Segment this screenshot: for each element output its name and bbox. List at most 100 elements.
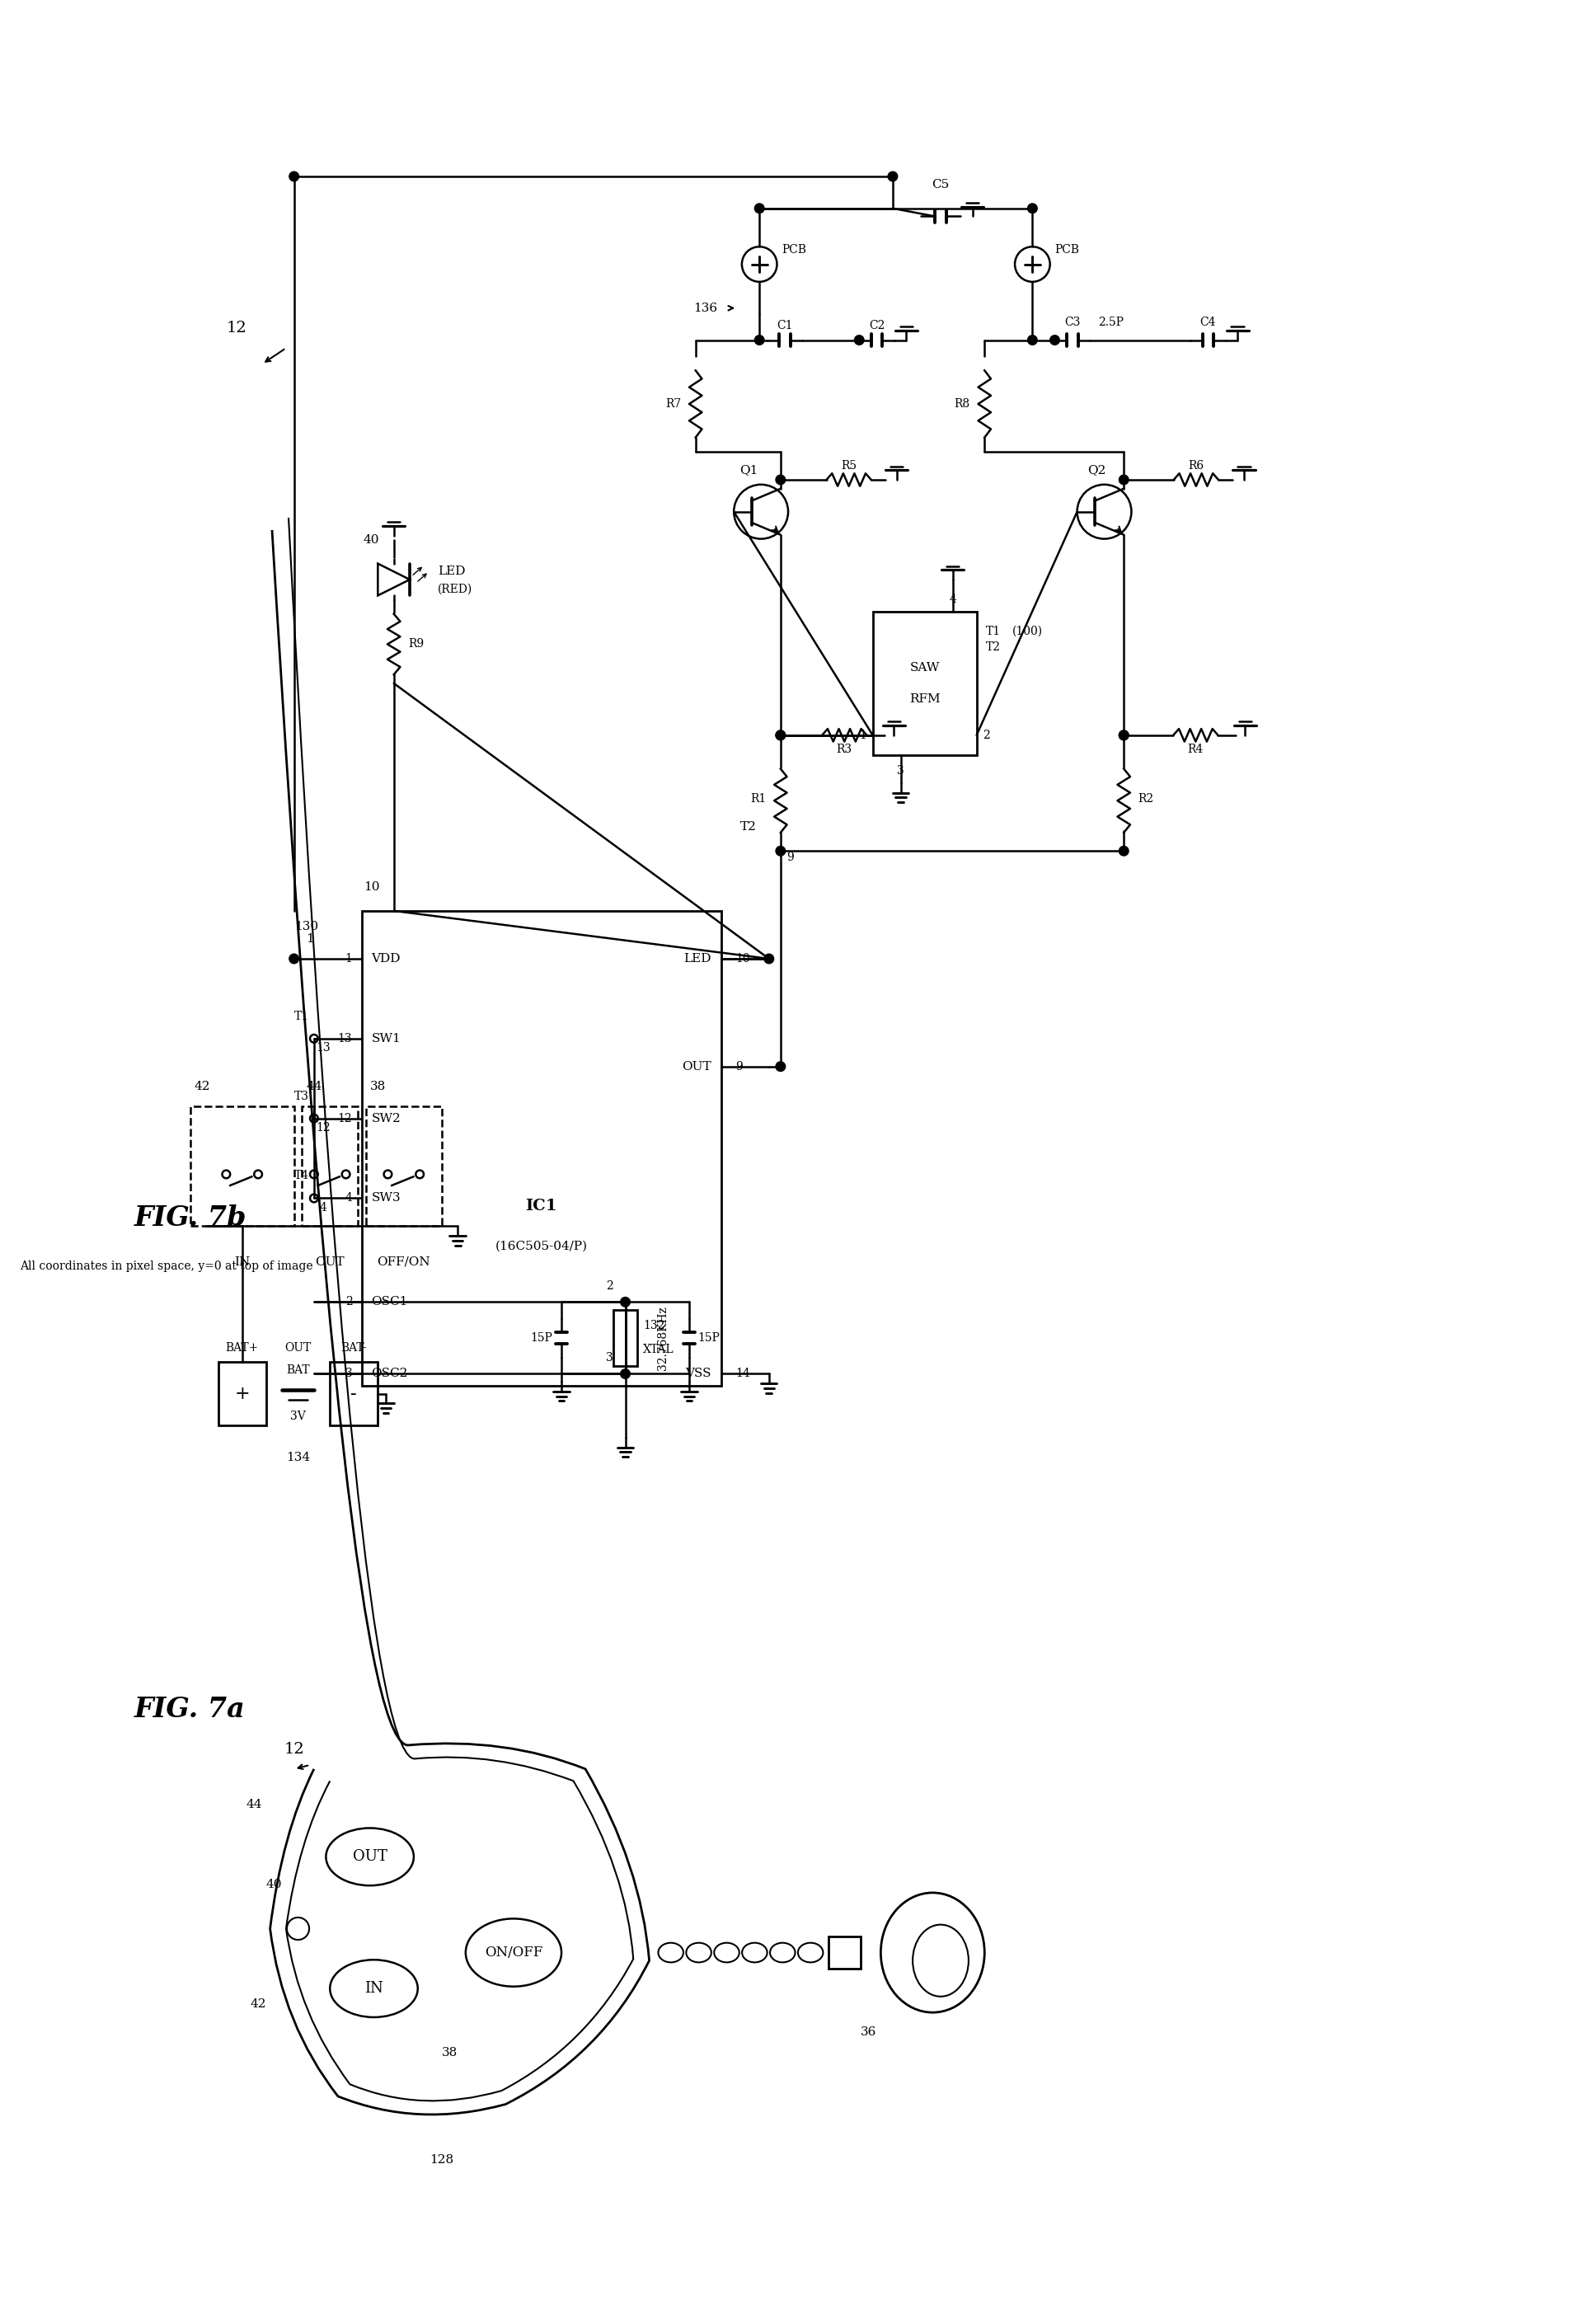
- Text: FIG. 7a: FIG. 7a: [134, 1695, 246, 1723]
- Text: 2: 2: [606, 1280, 613, 1292]
- Text: LED: LED: [685, 953, 712, 965]
- Circle shape: [776, 730, 785, 740]
- Text: LED: LED: [437, 566, 466, 577]
- Text: R7: R7: [666, 399, 681, 410]
- Text: R6: R6: [1187, 459, 1203, 471]
- Text: T2: T2: [741, 821, 757, 833]
- Circle shape: [1119, 475, 1128, 485]
- Circle shape: [755, 336, 764, 346]
- Text: OUT: OUT: [681, 1060, 712, 1071]
- Text: 42: 42: [251, 1999, 267, 2011]
- Text: OSC2: OSC2: [372, 1368, 409, 1380]
- Text: SW1: SW1: [372, 1032, 401, 1044]
- Text: OFF/ON: OFF/ON: [377, 1257, 431, 1268]
- Text: R4: R4: [1187, 744, 1203, 756]
- Text: 32.768KHz: 32.768KHz: [658, 1306, 669, 1371]
- Text: T1: T1: [295, 1011, 310, 1023]
- Text: 15P: 15P: [530, 1331, 552, 1343]
- Bar: [219, 1361, 267, 1426]
- Circle shape: [854, 336, 863, 346]
- Circle shape: [887, 172, 897, 181]
- Circle shape: [289, 953, 298, 962]
- Text: 36: 36: [860, 2027, 876, 2038]
- Text: Q2: Q2: [1087, 464, 1106, 475]
- Text: 44: 44: [306, 1081, 322, 1092]
- Text: 3: 3: [897, 765, 905, 777]
- Text: 134: 134: [286, 1452, 310, 1463]
- Text: IC1: IC1: [525, 1199, 557, 1213]
- Text: RFM: RFM: [910, 693, 940, 705]
- Circle shape: [621, 1368, 630, 1377]
- Text: -: -: [351, 1384, 358, 1403]
- Text: +: +: [235, 1384, 251, 1403]
- Text: 10: 10: [364, 881, 380, 893]
- Circle shape: [1028, 204, 1037, 213]
- Text: 3: 3: [345, 1368, 353, 1380]
- Text: 13: 13: [338, 1032, 353, 1044]
- Text: R5: R5: [841, 459, 857, 471]
- Text: 14: 14: [736, 1368, 750, 1380]
- Text: 38: 38: [442, 2048, 458, 2059]
- Circle shape: [1119, 730, 1128, 740]
- Text: C3: C3: [1065, 318, 1080, 329]
- Text: 40: 40: [364, 533, 380, 545]
- Text: 3: 3: [606, 1352, 613, 1364]
- Text: ON/OFF: ON/OFF: [485, 1946, 543, 1960]
- Circle shape: [1119, 730, 1128, 740]
- Bar: [190, 1106, 294, 1227]
- Text: R8: R8: [954, 399, 970, 410]
- Text: BAT-: BAT-: [342, 1343, 367, 1354]
- Text: PCB: PCB: [1055, 243, 1079, 255]
- Bar: [613, 1310, 637, 1366]
- Text: (16C505-04/P): (16C505-04/P): [495, 1241, 587, 1252]
- Text: 44: 44: [246, 1800, 262, 1811]
- Text: 9: 9: [736, 1060, 742, 1071]
- Text: BAT+: BAT+: [225, 1343, 259, 1354]
- Text: R2: R2: [1138, 793, 1154, 805]
- Text: 10: 10: [736, 953, 750, 965]
- Text: (100): (100): [1012, 626, 1044, 638]
- Text: 38: 38: [370, 1081, 386, 1092]
- Text: R9: R9: [409, 638, 425, 649]
- Circle shape: [764, 953, 774, 962]
- Text: 2: 2: [983, 730, 990, 742]
- Text: OSC1: OSC1: [372, 1296, 409, 1308]
- Text: BAT: BAT: [286, 1364, 310, 1375]
- Bar: [873, 612, 977, 756]
- Bar: [302, 1106, 358, 1227]
- Circle shape: [1119, 846, 1128, 856]
- Text: IN: IN: [235, 1257, 251, 1268]
- Text: 1: 1: [306, 932, 314, 944]
- Text: 136: 136: [693, 301, 717, 313]
- Text: 4: 4: [345, 1192, 353, 1204]
- Text: 3V: 3V: [290, 1410, 306, 1422]
- Circle shape: [1028, 336, 1037, 346]
- Text: Q1: Q1: [741, 464, 758, 475]
- Text: PCB: PCB: [782, 243, 806, 255]
- Circle shape: [1050, 336, 1060, 346]
- Text: 130: 130: [294, 921, 318, 932]
- Bar: [365, 1106, 442, 1227]
- Circle shape: [776, 846, 785, 856]
- Circle shape: [755, 204, 764, 213]
- Bar: [330, 1361, 378, 1426]
- Circle shape: [621, 1296, 630, 1308]
- Text: T1: T1: [986, 626, 1001, 638]
- Text: R1: R1: [750, 793, 766, 805]
- Text: 12: 12: [227, 320, 246, 336]
- Text: 12: 12: [338, 1113, 353, 1125]
- Circle shape: [776, 475, 785, 485]
- Text: FIG. 7b: FIG. 7b: [134, 1206, 247, 1231]
- Text: 2.5P: 2.5P: [1098, 318, 1124, 329]
- Text: OUT: OUT: [353, 1848, 388, 1864]
- Text: SW2: SW2: [372, 1113, 401, 1125]
- Bar: [362, 911, 721, 1387]
- Text: All coordinates in pixel space, y=0 at top of image: All coordinates in pixel space, y=0 at t…: [19, 1259, 313, 1271]
- Text: T3: T3: [295, 1090, 310, 1102]
- Text: 12: 12: [284, 1742, 305, 1755]
- Text: XTAL: XTAL: [643, 1345, 674, 1357]
- Circle shape: [289, 172, 298, 181]
- Text: 1: 1: [345, 953, 353, 965]
- Text: C4: C4: [1200, 318, 1216, 329]
- Text: 1: 1: [859, 730, 867, 742]
